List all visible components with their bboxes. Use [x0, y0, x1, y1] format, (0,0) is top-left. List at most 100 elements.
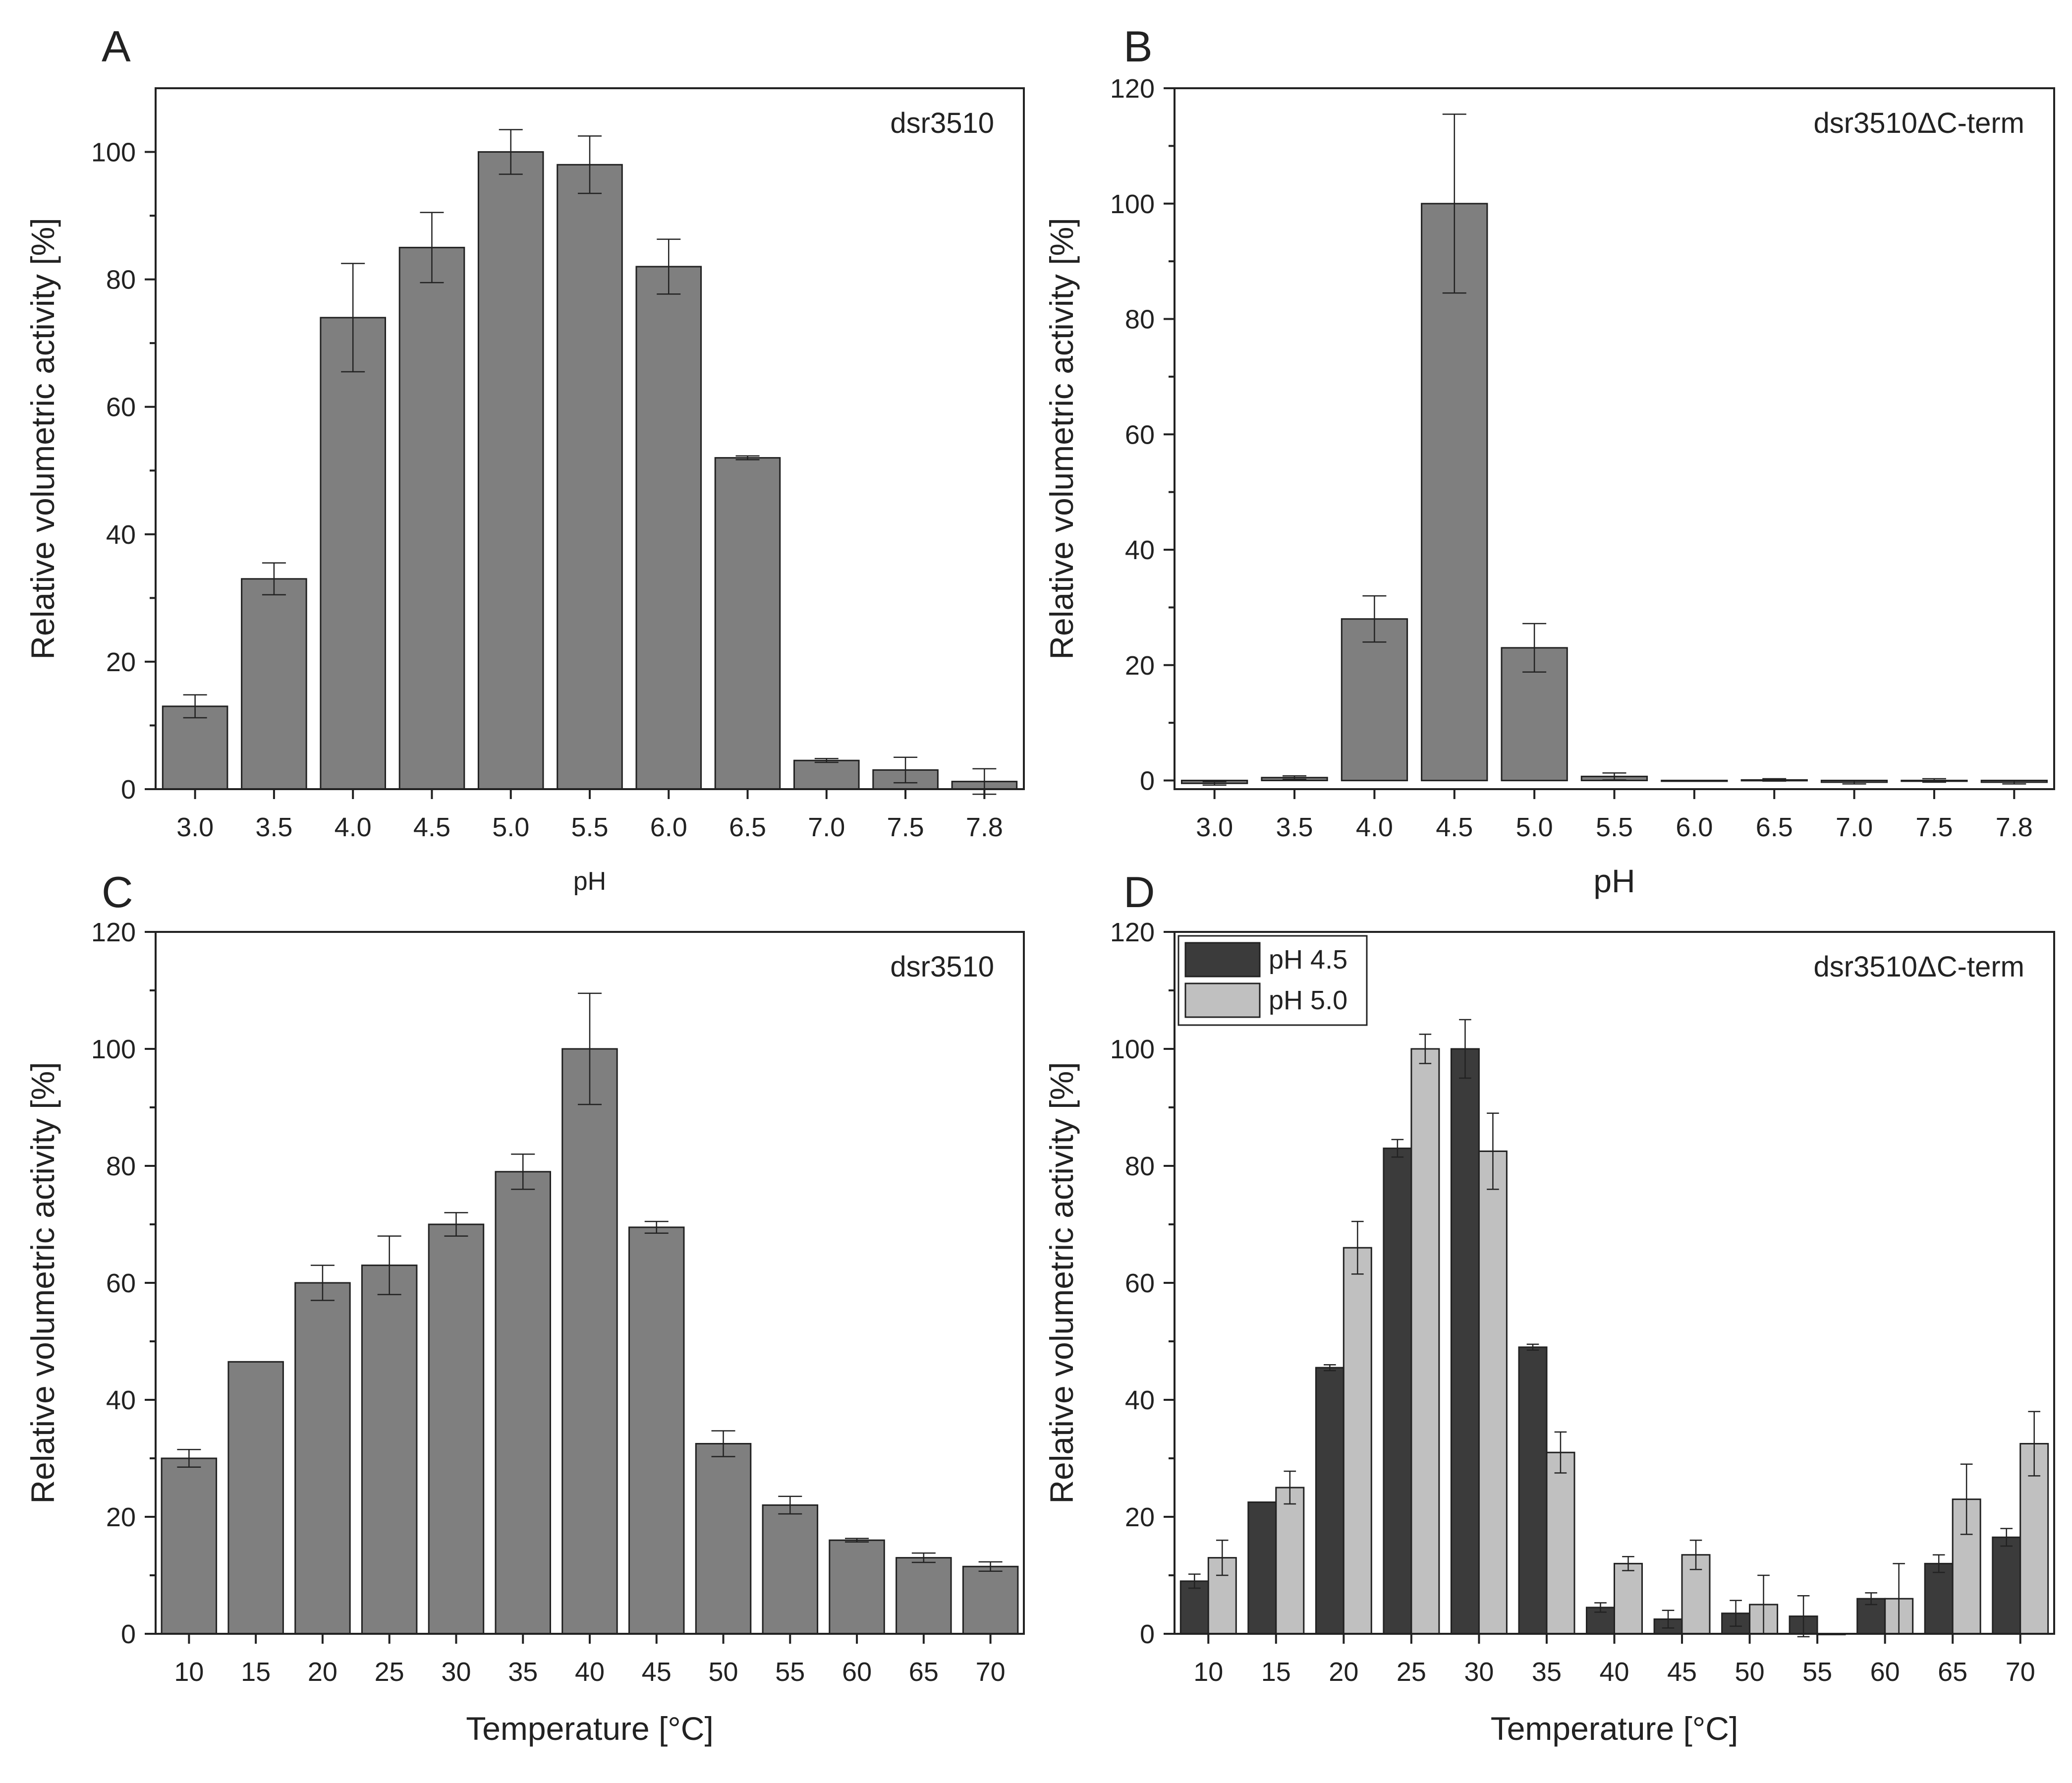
y-tick-label: 100: [1110, 1035, 1155, 1064]
x-tick-label: 7.5: [887, 812, 924, 842]
x-tick-label: 55: [1802, 1657, 1832, 1687]
y-tick-label: 0: [121, 775, 136, 805]
series-ph-4-5: [1179, 1019, 2021, 1638]
plot-frame: [1174, 87, 2055, 790]
y-tick-label: 120: [1110, 918, 1155, 947]
x-tick-label: 7.5: [1915, 812, 1953, 842]
x-tick-label: 65: [909, 1657, 939, 1687]
x-tick-label: 20: [1329, 1657, 1358, 1687]
bar: [793, 759, 860, 790]
y-axis-title: Relative volumetric activity [%]: [1043, 218, 1080, 659]
x-tick-label: 3.5: [1276, 812, 1313, 842]
x-tick-label: 5.0: [1516, 812, 1553, 842]
bar: [1247, 1501, 1277, 1635]
bar: [557, 164, 623, 790]
y-tick-label: 120: [1110, 74, 1155, 104]
x-axis-title: pH: [573, 867, 606, 896]
bar: [227, 1361, 284, 1635]
bar: [762, 1504, 819, 1635]
bar: [829, 1539, 885, 1635]
series-dsr3510: [161, 992, 1019, 1635]
y-tick-label: 40: [1125, 1385, 1155, 1415]
x-axis-title: pH: [1593, 863, 1635, 899]
x-tick-label: 6.0: [1676, 812, 1713, 842]
chart-title: dsr3510: [890, 951, 994, 983]
y-tick-label: 80: [106, 1151, 136, 1181]
x-tick-label: 40: [575, 1657, 605, 1687]
y-tick-label: 80: [1125, 305, 1155, 335]
bar: [1546, 1451, 1575, 1635]
y-tick-label: 40: [106, 520, 136, 550]
bar: [320, 317, 387, 790]
series-dsr3510-c-term: [1181, 114, 2048, 786]
y-tick-label: 40: [106, 1385, 136, 1415]
x-tick-label: 6.0: [650, 812, 687, 842]
bar: [695, 1443, 752, 1635]
bar: [714, 457, 781, 790]
bar: [162, 705, 228, 790]
x-tick-label: 45: [1667, 1657, 1697, 1687]
bar: [294, 1282, 351, 1635]
bar: [561, 1048, 618, 1635]
y-tick-label: 60: [1125, 420, 1155, 450]
y-axis-title: Relative volumetric activity [%]: [1043, 1062, 1080, 1503]
legend-swatch: [1184, 942, 1261, 978]
x-tick-label: 60: [842, 1657, 872, 1687]
bar: [161, 1457, 218, 1635]
y-axis-title: Relative volumetric activity [%]: [24, 218, 61, 659]
x-tick-label: 3.0: [1196, 812, 1233, 842]
x-tick-label: 25: [1397, 1657, 1426, 1687]
panel-d: D 0 20 40 60 80 100 120 10 15 20 25 30 35 40 45 50 55 60 6…: [1043, 867, 2055, 1747]
x-tick-label: 4.0: [335, 812, 372, 842]
y-tick-label: 120: [91, 918, 136, 947]
x-tick-label: 6.5: [1756, 812, 1793, 842]
x-tick-label: 4.5: [413, 812, 450, 842]
x-tick-label: 7.0: [808, 812, 845, 842]
chart-title: dsr3510ΔC-term: [1813, 107, 2024, 139]
bar: [896, 1557, 952, 1635]
panel-letter-b: B: [1123, 22, 1153, 71]
x-tick-label: 3.5: [255, 812, 292, 842]
x-tick-label: 40: [1599, 1657, 1629, 1687]
x-axis-title: Temperature [°C]: [1491, 1710, 1738, 1747]
x-tick-label: 45: [642, 1657, 672, 1687]
x-tick-label: 70: [976, 1657, 1006, 1687]
x-tick-label: 60: [1870, 1657, 1900, 1687]
legend: pH 4.5 pH 5.0: [1177, 935, 1368, 1026]
panel-c: C 0 20 40 60 80 100 120 10 15 20 25 30 35 40 45 50 55 60 6…: [24, 867, 1025, 1747]
bar: [962, 1565, 1019, 1635]
bar: [361, 1265, 418, 1635]
x-tick-label: 55: [775, 1657, 805, 1687]
legend-swatch: [1184, 982, 1261, 1018]
x-tick-label: 6.5: [729, 812, 766, 842]
x-tick-label: 65: [1938, 1657, 1967, 1687]
bar: [628, 1226, 685, 1635]
bar: [1992, 1536, 2021, 1635]
bar: [1421, 203, 1488, 782]
x-tick-label: 4.0: [1356, 812, 1393, 842]
panel-a: A 0 20 40 60 80 100 3.0 3.5 4.0 4.5 5.0 5.5 6.0 6.5 7.…: [24, 22, 1025, 896]
bar: [477, 151, 544, 790]
bar: [635, 266, 702, 790]
x-tick-label: 25: [375, 1657, 404, 1687]
x-tick-label: 50: [708, 1657, 738, 1687]
y-axis-title: Relative volumetric activity [%]: [24, 1062, 61, 1503]
chart-title: dsr3510ΔC-term: [1813, 951, 2024, 983]
series-dsr3510: [162, 129, 1018, 795]
bar: [1383, 1148, 1412, 1635]
x-tick-label: 30: [441, 1657, 471, 1687]
y-tick-label: 40: [1125, 535, 1155, 565]
x-tick-label: 20: [308, 1657, 337, 1687]
x-tick-label: 7.0: [1836, 812, 1873, 842]
panel-letter-c: C: [102, 867, 133, 917]
plot-frame: [1174, 931, 2055, 1635]
y-tick-label: 0: [121, 1619, 136, 1649]
bar: [1410, 1048, 1440, 1635]
x-tick-label: 5.5: [571, 812, 608, 842]
bar: [1614, 1562, 1643, 1635]
y-tick-label: 100: [1110, 189, 1155, 219]
bar: [1924, 1562, 1954, 1635]
y-tick-label: 80: [1125, 1151, 1155, 1181]
y-tick-label: 60: [1125, 1268, 1155, 1298]
